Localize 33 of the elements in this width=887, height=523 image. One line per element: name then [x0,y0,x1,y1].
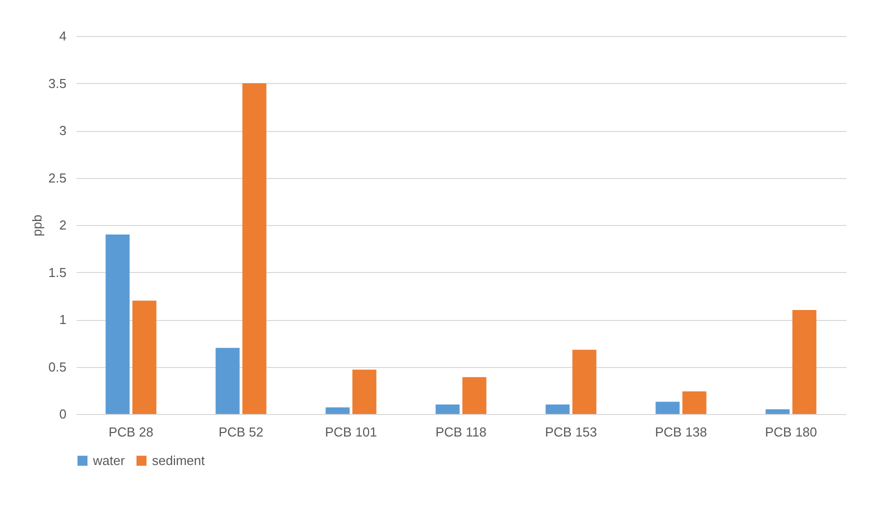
legend-label: sediment [152,452,206,468]
legend-label: water [92,452,126,468]
bar [462,377,486,414]
bar [682,391,706,414]
bar [216,348,240,414]
y-tick-label: 2 [59,218,66,232]
y-tick-label: 2.5 [48,170,66,186]
bar [546,404,570,414]
bar [766,409,790,414]
x-tick-label: PCB 52 [218,424,264,440]
y-tick-label: 0.5 [48,359,66,374]
y-tick-label: 4 [59,28,66,44]
y-tick-label: 1.5 [48,264,66,280]
x-tick-label: PCB 180 [764,424,818,440]
bar [656,402,680,414]
y-tick-label: 1 [59,312,66,327]
y-tick-label: 3 [59,123,66,138]
x-tick-label: PCB 28 [108,424,154,440]
bar [326,407,350,414]
bar [352,370,376,414]
bar [792,310,816,414]
bar [132,300,156,414]
x-tick-label: PCB 138 [654,424,708,440]
x-tick-label: PCB 118 [435,424,487,440]
y-tick-label: 0 [59,406,66,422]
y-tick-label: 3.5 [48,76,66,91]
bar [242,83,266,414]
bar [572,350,596,414]
y-axis-title: ppb [29,214,44,236]
x-tick-label: PCB 101 [324,424,378,440]
bar [436,404,460,414]
bar [106,234,130,414]
x-tick-label: PCB 153 [544,424,598,440]
